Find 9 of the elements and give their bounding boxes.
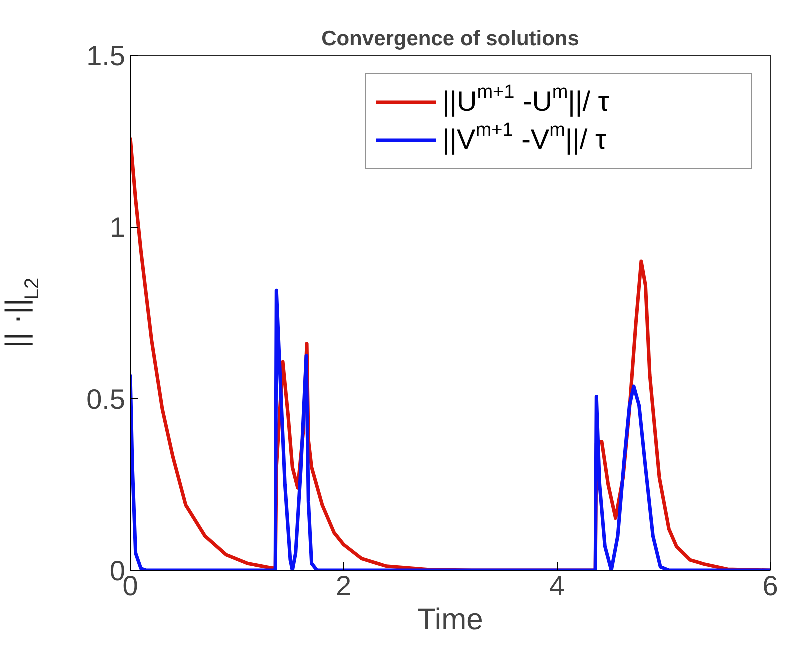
chart-title: Convergence of solutions <box>322 28 580 50</box>
x-tick-label: 4 <box>549 570 565 602</box>
y-axis-title: || ·||L2 <box>0 278 44 348</box>
x-tick-label: 6 <box>762 570 778 602</box>
y-tick-label: 0.5 <box>86 384 126 415</box>
y-tick-label: 1 <box>110 212 126 244</box>
y-tick-label: 1.5 <box>86 40 126 72</box>
x-axis-title: Time <box>418 604 484 636</box>
x-tick-label: 2 <box>336 570 352 602</box>
